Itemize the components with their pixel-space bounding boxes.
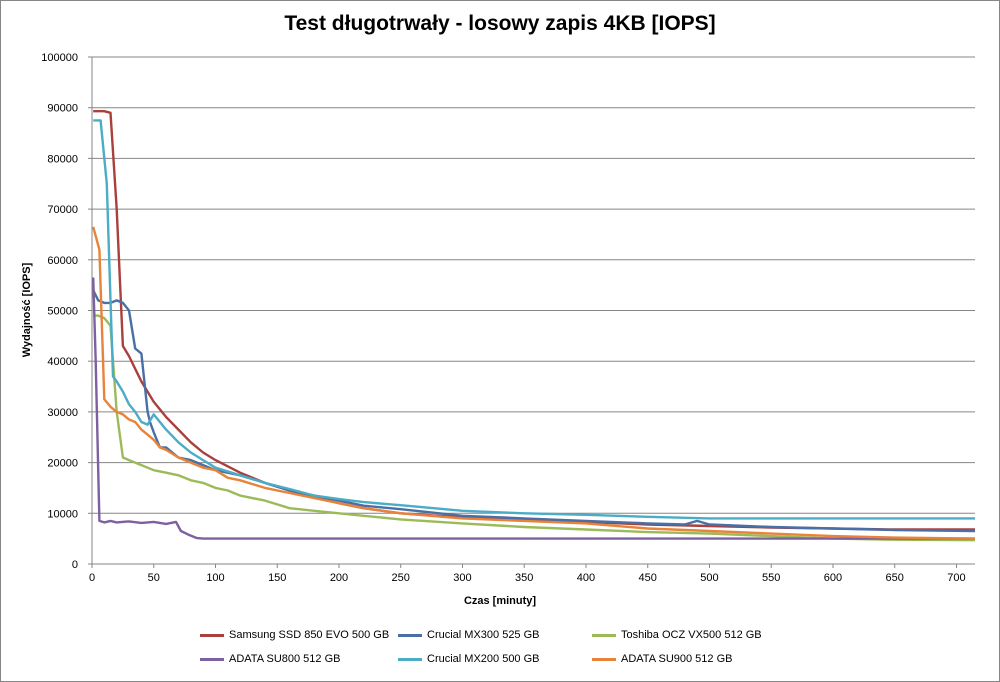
x-tick-label: 150 bbox=[268, 572, 286, 584]
y-tick-label: 100000 bbox=[41, 52, 78, 64]
series-line-2 bbox=[93, 314, 976, 542]
x-tick-label: 200 bbox=[330, 572, 348, 584]
legend-label: ADATA SU800 512 GB bbox=[229, 653, 341, 665]
x-tick-label: 0 bbox=[89, 572, 95, 584]
legend-item: Crucial MX300 525 GB bbox=[398, 627, 540, 643]
y-tick-label: 90000 bbox=[47, 103, 78, 115]
legend-swatch bbox=[200, 657, 224, 661]
x-tick-label: 450 bbox=[639, 572, 657, 584]
legend-label: Crucial MX200 500 GB bbox=[427, 653, 540, 665]
x-tick-label: 650 bbox=[886, 572, 904, 584]
x-tick-label: 100 bbox=[206, 572, 224, 584]
legend-item: Toshiba OCZ VX500 512 GB bbox=[592, 627, 762, 643]
x-tick-label: 250 bbox=[392, 572, 410, 584]
x-tick-label: 300 bbox=[453, 572, 471, 584]
x-tick-label: 350 bbox=[515, 572, 533, 584]
y-tick-label: 20000 bbox=[47, 458, 78, 470]
y-tick-label: 60000 bbox=[47, 255, 78, 267]
series-line-5 bbox=[92, 226, 976, 540]
legend-item: ADATA SU900 512 GB bbox=[592, 651, 732, 667]
legend-item: ADATA SU800 512 GB bbox=[200, 651, 340, 667]
legend-item: Crucial MX200 500 GB bbox=[398, 651, 540, 667]
y-tick-label: 80000 bbox=[47, 153, 78, 165]
legend-swatch bbox=[398, 657, 422, 661]
x-axis-label: Czas [minuty] bbox=[463, 595, 537, 607]
y-tick-label: 30000 bbox=[47, 407, 78, 419]
x-tick-label: 550 bbox=[762, 572, 780, 584]
series-line-0 bbox=[93, 109, 975, 531]
y-tick-label: 50000 bbox=[47, 306, 78, 318]
y-tick-label: 70000 bbox=[47, 204, 78, 216]
x-tick-label: 400 bbox=[577, 572, 595, 584]
x-tick-label: 600 bbox=[824, 572, 842, 584]
series-line-4 bbox=[93, 119, 975, 520]
legend-label: Toshiba OCZ VX500 512 GB bbox=[621, 629, 762, 641]
y-tick-label: 10000 bbox=[47, 508, 78, 520]
legend-item: Samsung SSD 850 EVO 500 GB bbox=[200, 627, 389, 643]
chart-title: Test długotrwały - losowy zapis 4KB [IOP… bbox=[284, 12, 716, 35]
legend-label: Samsung SSD 850 EVO 500 GB bbox=[229, 629, 390, 641]
legend-swatch bbox=[592, 633, 616, 637]
x-tick-label: 700 bbox=[947, 572, 965, 584]
series-line-3 bbox=[92, 277, 975, 540]
y-tick-label: 40000 bbox=[47, 356, 78, 368]
x-tick-label: 50 bbox=[148, 572, 160, 584]
legend-swatch bbox=[398, 633, 422, 637]
series-line-1 bbox=[92, 289, 976, 533]
x-tick-label: 500 bbox=[700, 572, 718, 584]
legend-label: ADATA SU900 512 GB bbox=[621, 653, 733, 665]
legend-swatch bbox=[592, 657, 616, 661]
y-tick-label: 0 bbox=[72, 559, 78, 571]
legend-label: Crucial MX300 525 GB bbox=[427, 629, 540, 641]
legend-swatch bbox=[200, 633, 224, 637]
